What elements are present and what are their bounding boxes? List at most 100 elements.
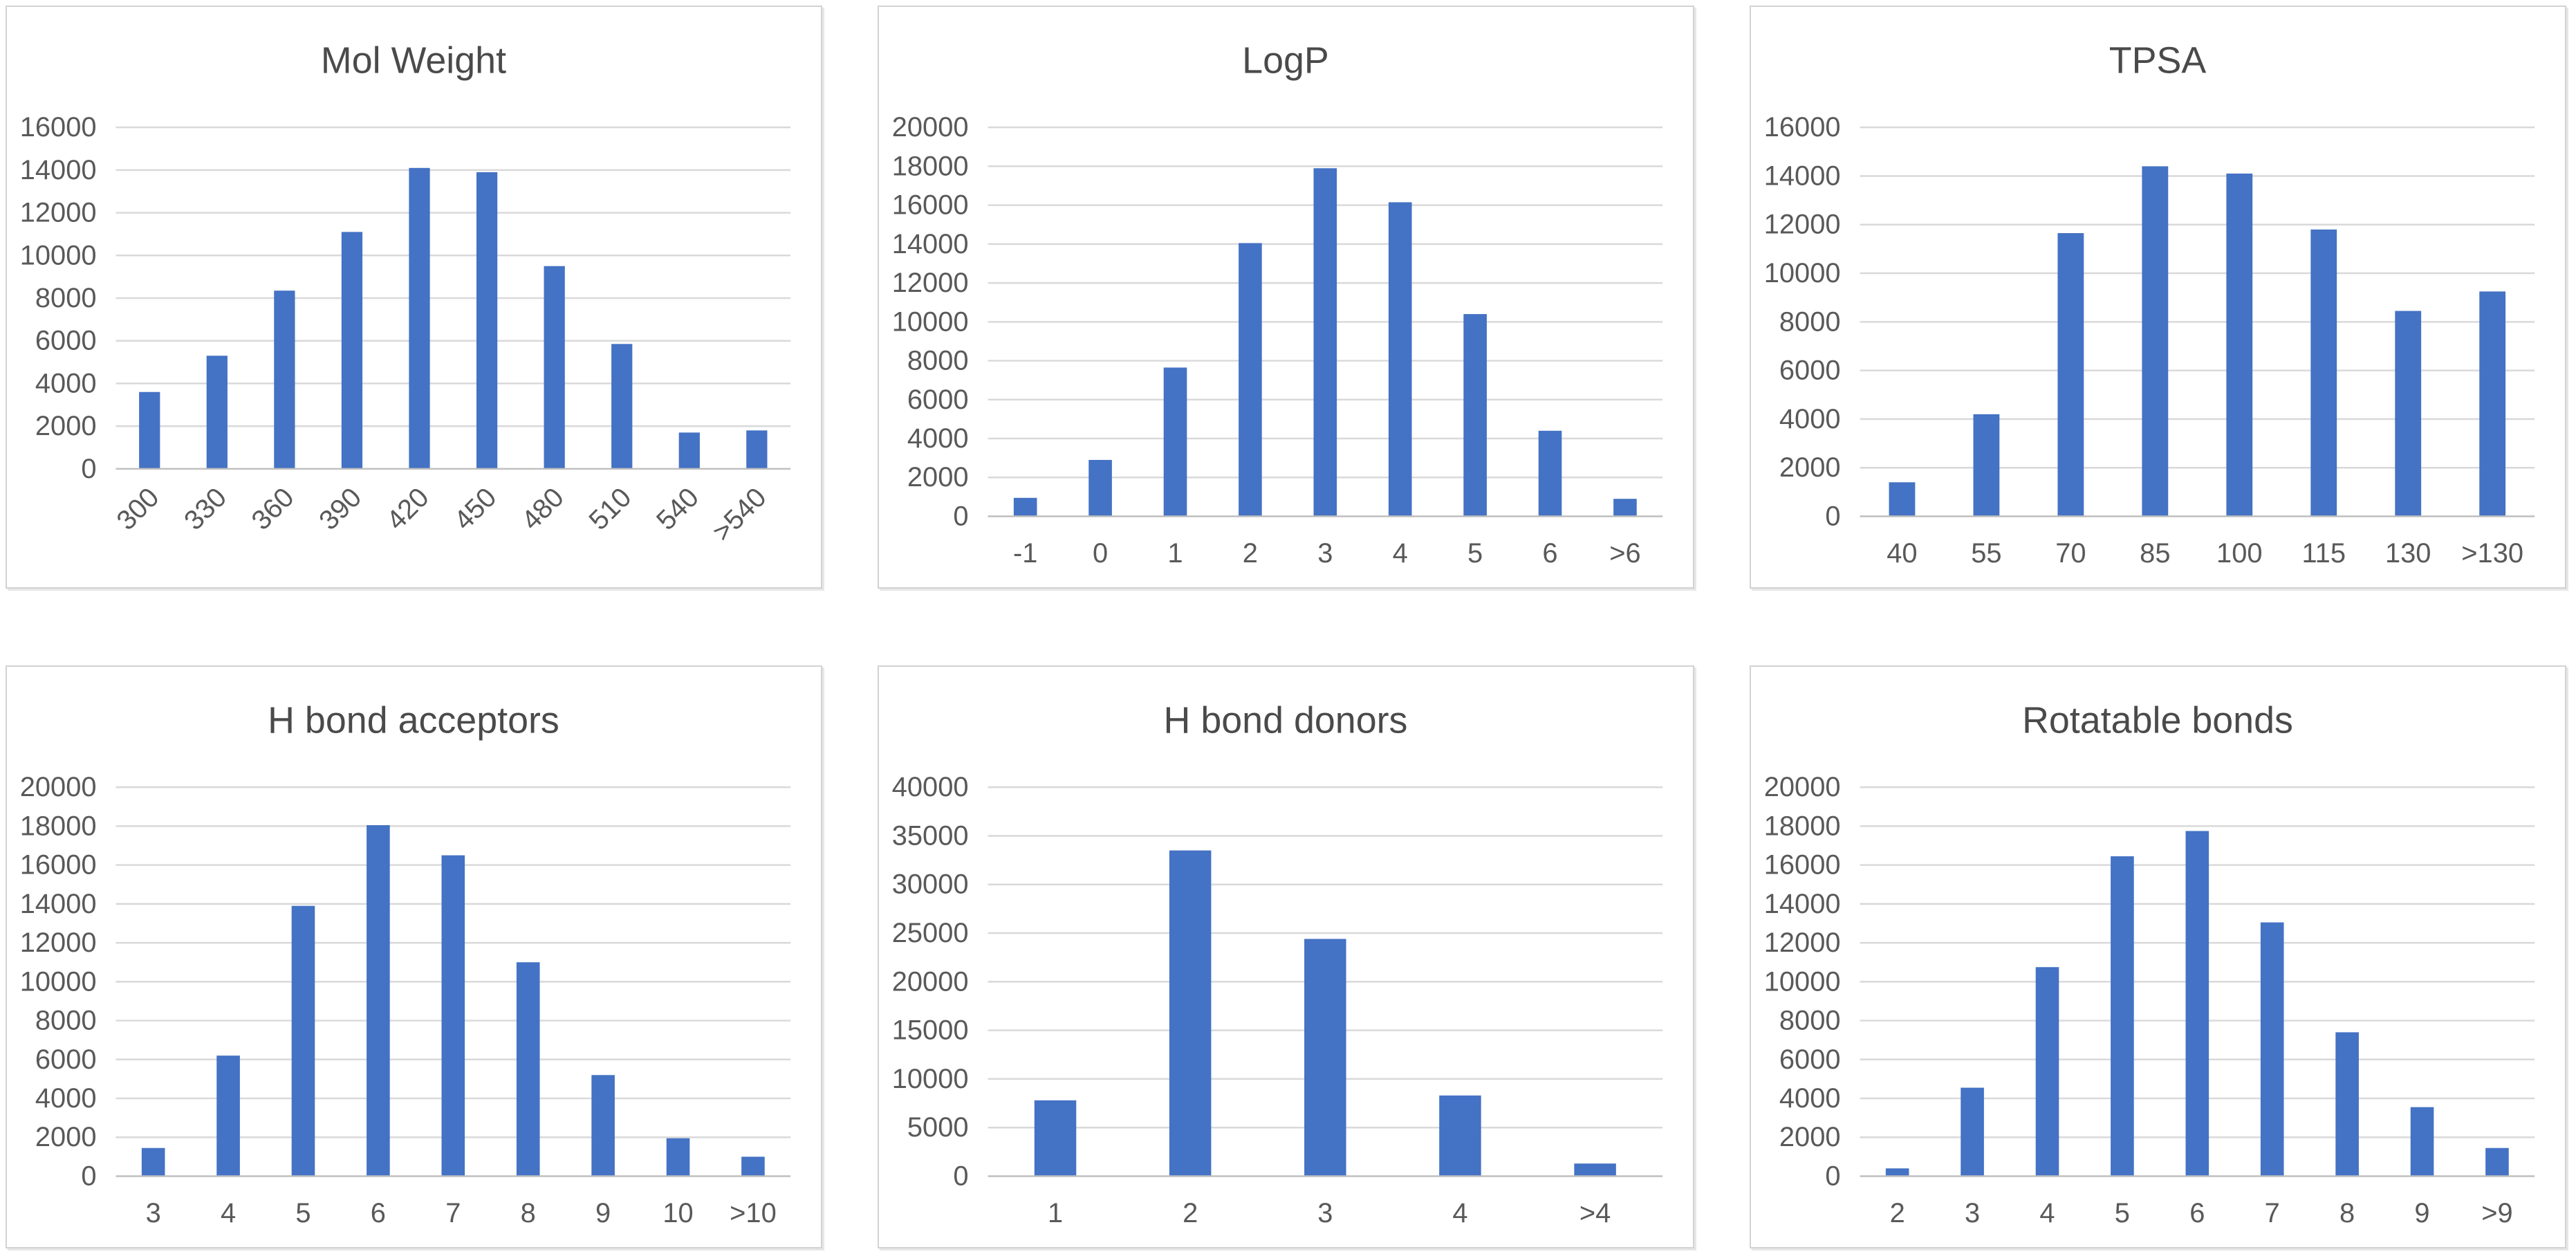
x-tick-label: 1 bbox=[1048, 1198, 1063, 1228]
x-tick-label: 480 bbox=[516, 482, 570, 536]
y-tick-label: 5000 bbox=[907, 1112, 969, 1143]
chart-h-bond-donors: 0 5000 10000 15000 20000 25000 30000 35000 40000… bbox=[892, 700, 1663, 1228]
bar-540 bbox=[678, 432, 700, 469]
x-tick-label: 510 bbox=[583, 482, 637, 536]
y-tick-label: 8000 bbox=[1779, 1006, 1841, 1036]
y-tick-label: 8000 bbox=[35, 283, 97, 313]
x-tick-label: 5 bbox=[2115, 1198, 2130, 1228]
y-tick-label: 20000 bbox=[20, 772, 97, 802]
x-tick-label: 3 bbox=[146, 1198, 161, 1228]
chart-title: H bond donors bbox=[1164, 700, 1408, 741]
bar-6 bbox=[1538, 430, 1562, 517]
x-tick-label: 2 bbox=[1243, 538, 1258, 569]
bar-6 bbox=[2185, 831, 2209, 1177]
y-tick-label: 16000 bbox=[1764, 112, 1841, 142]
bar-3 bbox=[1304, 939, 1346, 1177]
y-tick-label: 4000 bbox=[1779, 1083, 1841, 1114]
y-tick-label: 2000 bbox=[1779, 452, 1841, 483]
bar-85 bbox=[2142, 166, 2169, 517]
bar-115 bbox=[2310, 229, 2337, 517]
x-tick-label: 450 bbox=[448, 482, 502, 536]
x-tick-label: 5 bbox=[1467, 538, 1483, 569]
chart-mol-weight: 0 2000 4000 6000 8000 10000 12000 14000 16000 300… bbox=[20, 40, 791, 547]
chart-panel-h-bond-acceptors: 0 2000 4000 6000 8000 10000 12000 14000 16000 180… bbox=[6, 665, 822, 1248]
bar-6 bbox=[367, 824, 390, 1177]
x-tick-label: 7 bbox=[2265, 1198, 2280, 1228]
x-tick-label: >130 bbox=[2461, 538, 2523, 569]
x-tick-label: 390 bbox=[313, 482, 367, 536]
x-tick-label: 10 bbox=[662, 1198, 693, 1228]
y-tick-label: 4000 bbox=[35, 1083, 97, 1114]
y-tick-label: 6000 bbox=[35, 1044, 97, 1075]
bar-300 bbox=[139, 391, 160, 469]
y-tick-label: 20000 bbox=[1764, 772, 1841, 802]
y-tick-label: 0 bbox=[81, 454, 96, 484]
bar-9 bbox=[591, 1075, 615, 1177]
y-tick-label: 15000 bbox=[892, 1015, 969, 1046]
x-tick-label: 85 bbox=[2140, 538, 2170, 569]
x-tick-label: -1 bbox=[1013, 538, 1037, 569]
x-tick-label: 6 bbox=[371, 1198, 386, 1228]
x-tick-label: 330 bbox=[178, 482, 232, 536]
x-tick-label: 115 bbox=[2301, 538, 2346, 569]
x-tick-label: 360 bbox=[246, 482, 300, 536]
x-tick-label: 0 bbox=[1093, 538, 1108, 569]
chart-panel-h-bond-donors: 0 5000 10000 15000 20000 25000 30000 35000 40000… bbox=[878, 665, 1694, 1248]
x-tick-label: 300 bbox=[111, 482, 165, 536]
y-tick-label: 10000 bbox=[1764, 966, 1841, 997]
x-tick-label: 55 bbox=[1971, 538, 2001, 569]
x-tick-label: >540 bbox=[707, 482, 772, 547]
y-tick-label: 40000 bbox=[892, 772, 969, 802]
y-tick-label: 0 bbox=[1825, 501, 1840, 532]
bar-0 bbox=[1088, 459, 1112, 517]
x-tick-label: 5 bbox=[295, 1198, 311, 1228]
y-tick-label: 6000 bbox=[1779, 1044, 1841, 1075]
chart-title: H bond acceptors bbox=[268, 700, 559, 741]
bar-330 bbox=[206, 356, 228, 469]
y-tick-label: 2000 bbox=[35, 411, 97, 441]
x-tick-label: 4 bbox=[1452, 1198, 1467, 1228]
y-tick-label: 0 bbox=[81, 1161, 96, 1192]
bar-5 bbox=[1463, 314, 1487, 517]
chart-panel-rotatable-bonds: 0 2000 4000 6000 8000 10000 12000 14000 16000 180… bbox=[1750, 665, 2566, 1248]
x-tick-label: 40 bbox=[1887, 538, 1917, 569]
chart-logp: 0 2000 4000 6000 8000 10000 12000 14000 16000 180… bbox=[892, 40, 1663, 569]
bar-8 bbox=[516, 962, 540, 1177]
y-tick-label: 0 bbox=[953, 1161, 968, 1192]
x-tick-label: >4 bbox=[1579, 1198, 1611, 1228]
bar-450 bbox=[476, 172, 498, 469]
bar-8 bbox=[2335, 1032, 2359, 1177]
bar-7 bbox=[441, 855, 465, 1177]
y-tick-label: 18000 bbox=[20, 811, 97, 841]
y-tick-label: 12000 bbox=[1764, 210, 1841, 240]
y-tick-label: 10000 bbox=[892, 1064, 969, 1094]
bar-100 bbox=[2226, 173, 2253, 517]
y-tick-label: 16000 bbox=[20, 850, 97, 880]
x-tick-label: 540 bbox=[651, 482, 705, 536]
x-tick-label: 8 bbox=[521, 1198, 536, 1228]
bar-5 bbox=[291, 905, 315, 1177]
x-tick-label: >9 bbox=[2481, 1198, 2512, 1228]
y-tick-label: 0 bbox=[1825, 1161, 1840, 1192]
x-tick-label: 6 bbox=[2189, 1198, 2205, 1228]
x-tick-label: 9 bbox=[595, 1198, 611, 1228]
bar-7 bbox=[2260, 922, 2284, 1177]
bar-70 bbox=[2057, 233, 2084, 517]
x-tick-label: 130 bbox=[2385, 538, 2431, 569]
bar-40 bbox=[1889, 482, 1916, 517]
y-tick-label: 2000 bbox=[907, 462, 969, 492]
y-tick-label: 12000 bbox=[20, 198, 97, 228]
y-tick-label: 14000 bbox=[20, 889, 97, 919]
bar-130 bbox=[2395, 311, 2422, 517]
y-tick-label: 6000 bbox=[1779, 356, 1841, 386]
y-tick-label: 4000 bbox=[35, 368, 97, 398]
bar-5 bbox=[2111, 856, 2134, 1177]
x-tick-label: >6 bbox=[1609, 538, 1640, 569]
y-tick-label: 8000 bbox=[35, 1006, 97, 1036]
bar-2 bbox=[1169, 850, 1212, 1177]
bar->540 bbox=[746, 430, 768, 469]
y-tick-label: 10000 bbox=[20, 966, 97, 997]
y-tick-label: 16000 bbox=[1764, 850, 1841, 880]
bar-4 bbox=[1439, 1095, 1481, 1177]
